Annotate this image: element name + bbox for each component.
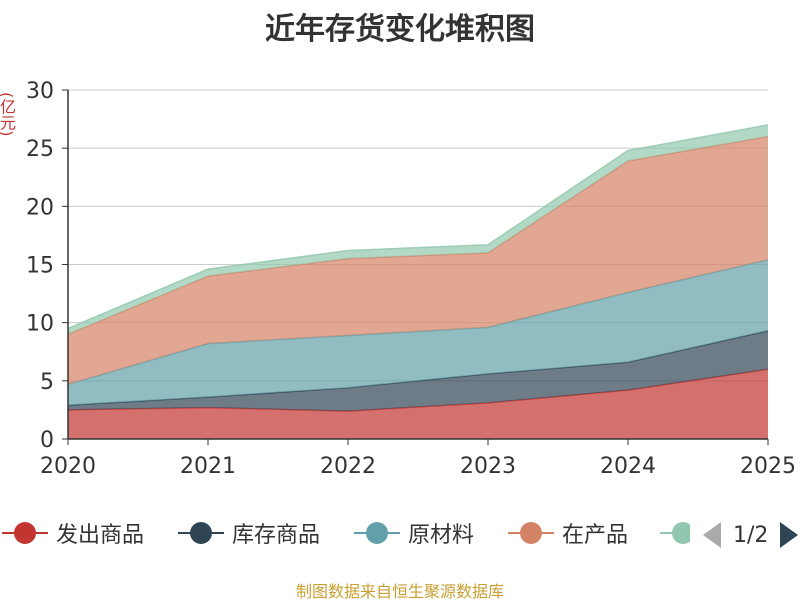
legend-label: 发出商品 [56,523,145,548]
legend-swatch-icon [2,515,48,551]
x-tick-label: 2021 [180,454,236,479]
legend-label: 在产品 [562,523,629,548]
legend-label: 原材料 [408,523,475,548]
legend-pager: 1/2 [703,519,799,551]
y-axis-unit-label: (亿元) [0,92,16,137]
x-tick-label: 2024 [600,454,656,479]
legend: 发出商品 库存商品 原材料 在产品 [0,515,800,555]
legend-label: 库存商品 [232,523,321,548]
y-tick-label: 15 [26,254,54,279]
y-tick-label: 0 [40,428,54,453]
pager-next-icon[interactable] [780,522,799,548]
x-tick-label: 2022 [320,454,376,479]
area-series-4 [68,124,768,335]
area-line-4 [67,124,769,330]
legend-item-4[interactable] [660,515,690,551]
x-tick-label: 2020 [40,454,96,479]
legend-item-2[interactable]: 原材料 [354,515,474,551]
y-tick-label: 25 [26,137,54,162]
x-tick-label: 2025 [740,454,796,479]
legend-swatch-icon [660,515,690,551]
y-tick-label: 5 [40,370,54,395]
legend-item-3[interactable]: 在产品 [508,515,628,551]
area-series-3 [68,136,768,385]
y-tick-label: 10 [26,312,54,337]
area-series-1 [68,330,768,412]
y-tick-label: 20 [26,195,54,220]
legend-item-0[interactable]: 发出商品 [2,515,144,551]
legend-swatch-icon [508,515,554,551]
x-tick-label: 2023 [460,454,516,479]
data-source-note: 制图数据来自恒生聚源数据库 [295,582,504,601]
area-series-0 [68,369,768,439]
pager-page-indicator: 1/2 [733,522,769,548]
legend-item-1[interactable]: 库存商品 [178,515,320,551]
chart-title: 近年存货变化堆积图 [265,12,535,47]
pager-prev-icon[interactable] [703,522,721,548]
legend-swatch-icon [178,515,224,551]
area-series-2 [68,259,768,406]
y-tick-label: 30 [26,79,54,104]
legend-swatch-icon [354,515,400,551]
